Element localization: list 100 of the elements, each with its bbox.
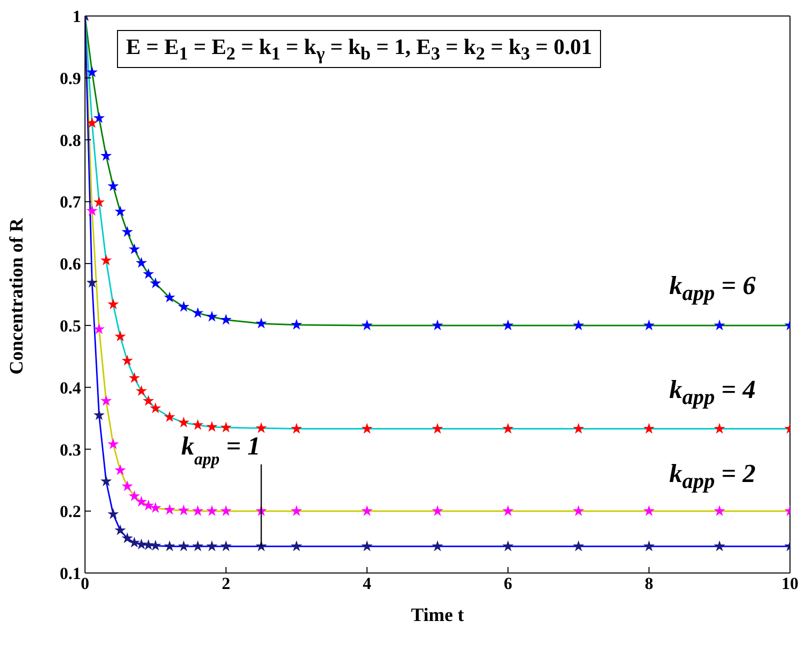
annotation: k$_{app}$ = 2 <box>669 458 756 494</box>
point <box>290 505 302 516</box>
y-tick-label: 0.6 <box>60 254 81 274</box>
point <box>192 419 204 430</box>
point <box>432 540 444 552</box>
point <box>220 540 232 552</box>
point <box>220 505 232 516</box>
y-tick-label: 0.7 <box>60 192 82 212</box>
point <box>206 310 218 322</box>
x-tick-label: 6 <box>504 574 512 594</box>
point <box>136 538 148 550</box>
point <box>108 180 119 192</box>
point <box>93 409 105 420</box>
point <box>128 372 140 383</box>
y-tick-label: 0.9 <box>60 68 81 88</box>
point <box>100 254 112 266</box>
point <box>108 508 119 520</box>
point <box>361 505 373 516</box>
point <box>108 298 119 310</box>
point <box>502 540 514 552</box>
point <box>128 490 140 502</box>
point <box>93 112 105 123</box>
point <box>432 505 444 516</box>
point <box>128 243 140 254</box>
point <box>206 540 218 552</box>
point <box>86 204 98 216</box>
point <box>100 394 112 406</box>
point <box>136 496 148 507</box>
y-tick-label: 0.8 <box>60 130 81 150</box>
point <box>114 330 126 342</box>
point <box>136 385 148 396</box>
point <box>290 422 302 434</box>
x-axis-title: Time t <box>411 605 465 626</box>
point <box>643 422 655 434</box>
point <box>572 505 584 516</box>
annotation: k$_{app}$ = 6 <box>669 270 756 306</box>
point <box>502 505 514 516</box>
point <box>192 505 204 516</box>
point <box>714 540 726 552</box>
y-tick-label: 1 <box>72 7 81 26</box>
point <box>572 319 584 330</box>
point <box>714 505 726 516</box>
point <box>114 524 126 536</box>
point <box>256 422 267 434</box>
point <box>714 319 726 330</box>
point <box>178 416 190 428</box>
x-tick-label: 8 <box>644 574 654 594</box>
point <box>164 540 176 552</box>
point <box>150 502 162 513</box>
y-tick-label: 0.3 <box>60 440 81 460</box>
point <box>164 411 176 422</box>
x-tick-label: 0 <box>80 574 90 594</box>
point <box>142 268 154 279</box>
point <box>178 300 190 312</box>
point <box>108 438 119 450</box>
y-tick-label: 0.1 <box>60 564 81 584</box>
point <box>178 504 190 516</box>
point <box>128 536 140 548</box>
point <box>122 226 133 237</box>
point <box>572 540 584 552</box>
point <box>178 540 190 552</box>
point <box>86 276 98 288</box>
point <box>290 540 302 552</box>
point <box>93 323 105 334</box>
y-axis-title: Concentration of R <box>6 218 28 374</box>
point <box>220 314 232 325</box>
y-tick-label: 0.2 <box>60 502 81 522</box>
point <box>290 318 302 330</box>
point <box>432 319 444 330</box>
point <box>93 196 105 208</box>
point <box>256 318 267 328</box>
point <box>361 422 373 434</box>
point <box>86 117 98 128</box>
y-tick-label: 0.4 <box>60 378 82 398</box>
point <box>122 532 133 544</box>
point <box>643 505 655 516</box>
point <box>150 402 162 414</box>
annotation: k$_{app}$ = 1 <box>181 431 260 468</box>
point <box>150 277 162 288</box>
point <box>643 540 655 552</box>
point <box>136 256 148 268</box>
point <box>192 540 204 552</box>
x-tick-label: 2 <box>222 574 230 594</box>
point <box>142 500 154 510</box>
point <box>361 540 373 552</box>
point <box>432 422 444 434</box>
point <box>114 206 126 216</box>
text: E = E$_{1}$ = E$_{2}$ = k$_{1}$ = k$_{γ}$ = k$_{b}$ = 1, E$_{3}$ = k$_{2}$ = k$_{3}$ = 0.01 <box>126 34 592 64</box>
point <box>164 292 176 302</box>
point <box>114 464 126 476</box>
point <box>206 505 218 516</box>
point <box>192 307 204 318</box>
y-tick-label: 0.5 <box>60 316 81 336</box>
point <box>502 319 514 330</box>
x-tick-label: 10 <box>782 574 798 594</box>
point <box>220 422 232 432</box>
point <box>122 480 133 492</box>
annotation: k$_{app}$ = 4 <box>669 375 756 410</box>
point <box>206 420 218 432</box>
point <box>86 66 98 78</box>
